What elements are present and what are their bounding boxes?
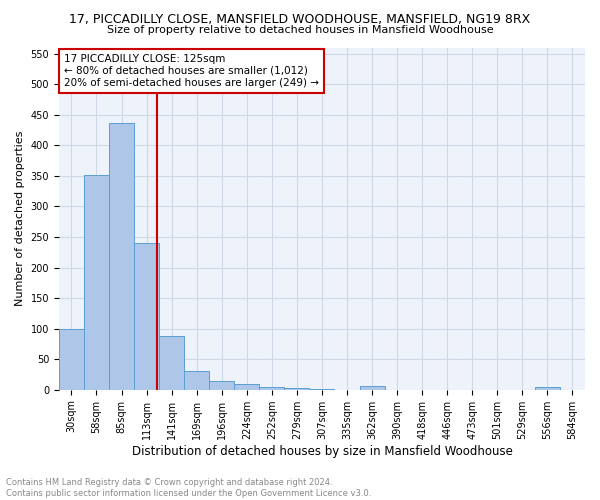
Bar (259, 386, 284, 390)
Text: 17, PICCADILLY CLOSE, MANSFIELD WOODHOUSE, MANSFIELD, NG19 8RX: 17, PICCADILLY CLOSE, MANSFIELD WOODHOUS… (70, 12, 530, 26)
Bar (284, 388, 310, 390)
Bar (134, 243, 159, 390)
Bar (535, 386, 560, 390)
Bar (184, 372, 209, 390)
Bar (234, 384, 259, 390)
Bar (359, 386, 385, 390)
Text: 17 PICCADILLY CLOSE: 125sqm
← 80% of detached houses are smaller (1,012)
20% of : 17 PICCADILLY CLOSE: 125sqm ← 80% of det… (64, 54, 319, 88)
X-axis label: Distribution of detached houses by size in Mansfield Woodhouse: Distribution of detached houses by size … (131, 444, 512, 458)
Bar (84, 174, 109, 390)
Text: Size of property relative to detached houses in Mansfield Woodhouse: Size of property relative to detached ho… (107, 25, 493, 35)
Text: Contains HM Land Registry data © Crown copyright and database right 2024.
Contai: Contains HM Land Registry data © Crown c… (6, 478, 371, 498)
Bar (159, 336, 184, 390)
Bar (59, 328, 84, 390)
Bar (209, 380, 234, 390)
Bar (310, 388, 334, 390)
Bar (109, 124, 134, 390)
Y-axis label: Number of detached properties: Number of detached properties (15, 131, 25, 306)
